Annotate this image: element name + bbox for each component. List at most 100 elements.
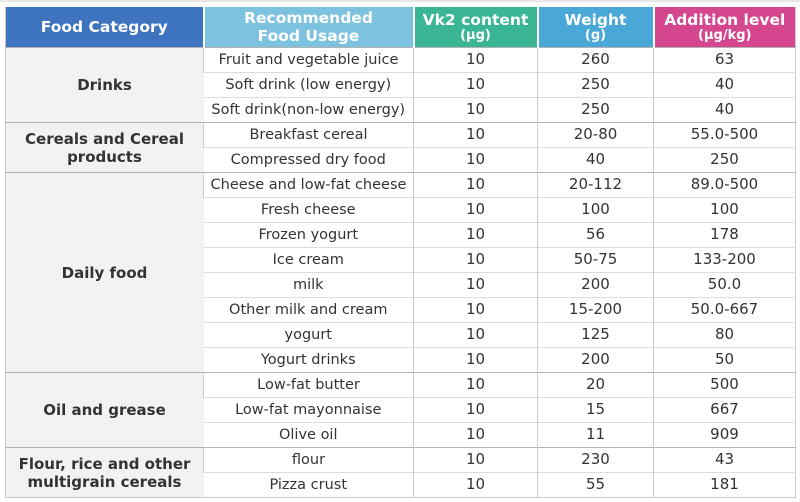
category-cell-flour: Flour, rice and other multigrain cereals	[5, 447, 204, 498]
addition-cell: 40	[653, 72, 796, 98]
table-row: Yogurt drinks 10 200 50	[6, 347, 796, 373]
vk2-cell: 10	[413, 372, 538, 398]
category-cell-daily-food: Daily food	[5, 172, 204, 373]
column-header-label: Addition level	[664, 10, 786, 29]
weight-cell: 50-75	[537, 247, 654, 273]
table-row: Compressed dry food 10 40 250	[6, 147, 796, 173]
weight-cell: 15-200	[537, 297, 654, 323]
addition-cell: 80	[653, 322, 796, 348]
column-header-unit: (μg)	[460, 27, 491, 43]
vk2-cell: 10	[413, 247, 538, 273]
usage-cell: Low-fat mayonnaise	[203, 397, 414, 423]
usage-cell: Fruit and vegetable juice	[203, 47, 414, 73]
addition-cell: 500	[653, 372, 796, 398]
usage-cell: Fresh cheese	[203, 197, 414, 223]
usage-cell: Breakfast cereal	[203, 122, 414, 148]
table-row: Ice cream 10 50-75 133-200	[6, 247, 796, 273]
table-row: Pizza crust 10 55 181	[6, 472, 796, 498]
usage-cell: Compressed dry food	[203, 147, 414, 173]
column-header-recommended-food-usage: Recommended Food Usage	[202, 7, 414, 48]
weight-cell: 15	[537, 397, 654, 423]
vk2-cell: 10	[413, 297, 538, 323]
vk2-cell: 10	[413, 172, 538, 198]
column-header-unit: (g)	[584, 27, 607, 43]
vk2-cell: 10	[413, 122, 538, 148]
addition-cell: 133-200	[653, 247, 796, 273]
table-row: Soft drink(non-low energy) 10 250 40	[6, 97, 796, 123]
usage-cell: Olive oil	[203, 422, 414, 448]
addition-cell: 55.0-500	[653, 122, 796, 148]
column-header-label: Recommended	[244, 8, 373, 27]
column-header-addition-level: Addition level (μg/kg)	[652, 7, 796, 48]
weight-cell: 260	[537, 47, 654, 73]
vk2-cell: 10	[413, 472, 538, 498]
vk2-cell: 10	[413, 72, 538, 98]
addition-cell: 250	[653, 147, 796, 173]
table-row: Olive oil 10 11 909	[6, 422, 796, 448]
addition-cell: 909	[653, 422, 796, 448]
column-header-label: Weight	[564, 10, 627, 29]
usage-cell: Frozen yogurt	[203, 222, 414, 248]
category-cell-drinks: Drinks	[5, 47, 204, 123]
vk2-cell: 10	[413, 347, 538, 373]
vk2-cell: 10	[413, 97, 538, 123]
column-header-weight: Weight (g)	[536, 7, 654, 48]
table-row: Cereals and Cereal products Breakfast ce…	[5, 122, 796, 173]
vk2-cell: 10	[413, 272, 538, 298]
column-header-vk2-content: Vk2 content (μg)	[412, 7, 538, 48]
addition-cell: 43	[653, 447, 796, 473]
usage-cell: yogurt	[203, 322, 414, 348]
usage-cell: Low-fat butter	[203, 372, 414, 398]
usage-cell: Cheese and low-fat cheese	[203, 172, 414, 198]
addition-cell: 50.0-667	[653, 297, 796, 323]
weight-cell: 125	[537, 322, 654, 348]
table-row: milk 10 200 50.0	[6, 272, 796, 298]
weight-cell: 20-112	[537, 172, 654, 198]
weight-cell: 56	[537, 222, 654, 248]
weight-cell: 250	[537, 72, 654, 98]
usage-cell: Yogurt drinks	[203, 347, 414, 373]
weight-cell: 11	[537, 422, 654, 448]
addition-cell: 178	[653, 222, 796, 248]
weight-cell: 100	[537, 197, 654, 223]
weight-cell: 20-80	[537, 122, 654, 148]
weight-cell: 200	[537, 347, 654, 373]
usage-cell: Ice cream	[203, 247, 414, 273]
addition-cell: 63	[653, 47, 796, 73]
vk2-cell: 10	[413, 47, 538, 73]
table-row: Daily food Cheese and low-fat cheese 10 …	[5, 172, 796, 373]
addition-cell: 181	[653, 472, 796, 498]
vk2-cell: 10	[413, 422, 538, 448]
top-divider	[0, 0, 800, 2]
usage-cell: Soft drink(non-low energy)	[203, 97, 414, 123]
category-cell-oil: Oil and grease	[5, 372, 204, 448]
addition-cell: 100	[653, 197, 796, 223]
table-row: Oil and grease Low-fat butter 10 20 500	[5, 372, 796, 448]
usage-cell: Other milk and cream	[203, 297, 414, 323]
vk2-cell: 10	[413, 447, 538, 473]
column-header-label: Vk2 content	[422, 10, 529, 29]
column-header-unit: (μg/kg)	[698, 27, 752, 43]
table-row: Low-fat mayonnaise 10 15 667	[6, 397, 796, 423]
vk2-cell: 10	[413, 397, 538, 423]
table-row: Frozen yogurt 10 56 178	[6, 222, 796, 248]
weight-cell: 200	[537, 272, 654, 298]
table-row: Other milk and cream 10 15-200 50.0-667	[6, 297, 796, 323]
category-cell-cereals: Cereals and Cereal products	[5, 122, 204, 173]
usage-cell: Soft drink (low energy)	[203, 72, 414, 98]
usage-cell: milk	[203, 272, 414, 298]
column-header-label: Food Usage	[257, 27, 360, 45]
vk2-food-table: Food Category Recommended Food Usage Vk2…	[5, 7, 796, 498]
column-header-food-category: Food Category	[5, 7, 204, 48]
weight-cell: 230	[537, 447, 654, 473]
vk2-cell: 10	[413, 322, 538, 348]
table-row: yogurt 10 125 80	[6, 322, 796, 348]
addition-cell: 667	[653, 397, 796, 423]
addition-cell: 40	[653, 97, 796, 123]
addition-cell: 50.0	[653, 272, 796, 298]
table-row: Flour, rice and other multigrain cereals…	[5, 447, 796, 498]
weight-cell: 55	[537, 472, 654, 498]
weight-cell: 20	[537, 372, 654, 398]
usage-cell: Pizza crust	[203, 472, 414, 498]
vk2-cell: 10	[413, 222, 538, 248]
